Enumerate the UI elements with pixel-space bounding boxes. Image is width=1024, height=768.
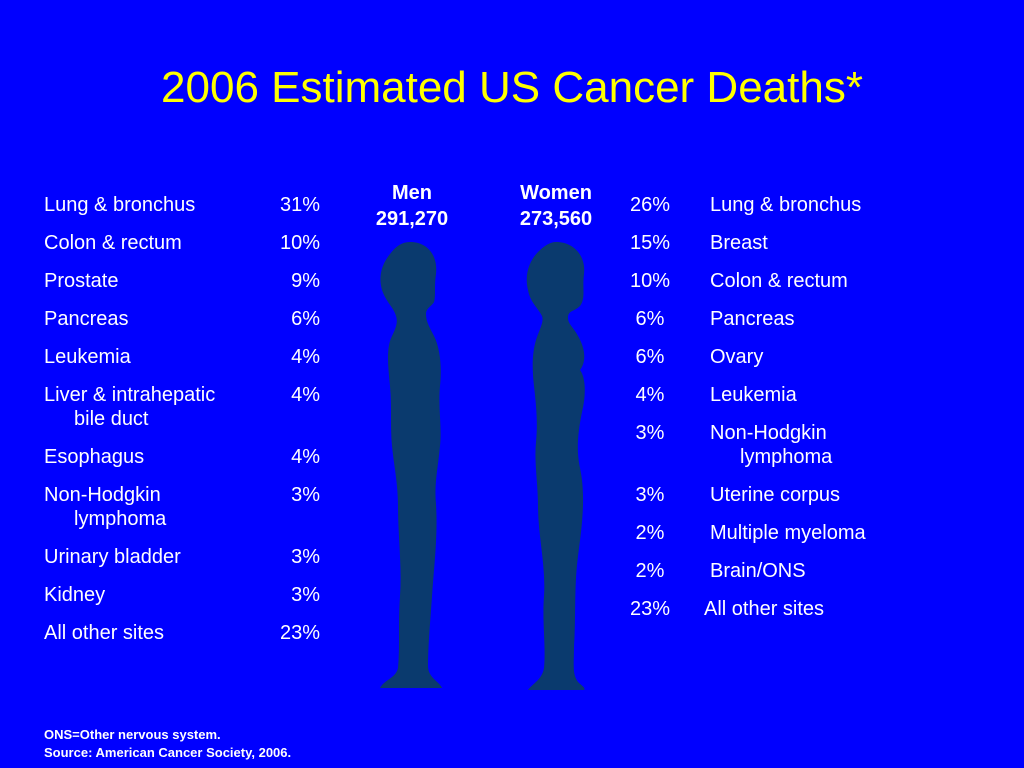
percent-value: 31% <box>279 194 320 216</box>
list-item: Lung & bronchus 31% <box>44 193 324 217</box>
percent-value: 10% <box>629 270 671 292</box>
percent-value: 3% <box>291 584 320 606</box>
site-name-line2: bile duct <box>74 408 149 430</box>
list-item: Kidney 3% <box>44 583 324 607</box>
percent-value: 15% <box>629 232 671 254</box>
list-item: Non-Hodgkin lymphoma 3% <box>44 483 324 531</box>
list-item: 15% Breast <box>622 231 922 255</box>
percent-value: 4% <box>291 446 320 468</box>
list-item: 6% Ovary <box>622 345 922 369</box>
site-name: Liver & intrahepatic bile duct <box>44 383 244 431</box>
site-name: Leukemia <box>710 384 797 406</box>
footnote: ONS=Other nervous system. Source: Americ… <box>44 726 291 762</box>
site-name: Breast <box>710 232 768 254</box>
list-item: 2% Multiple myeloma <box>622 521 922 545</box>
percent-value: 2% <box>635 522 665 544</box>
list-item: Liver & intrahepatic bile duct 4% <box>44 383 324 431</box>
men-header: Men 291,270 <box>356 180 468 232</box>
men-label: Men <box>392 182 432 204</box>
site-name: All other sites <box>704 598 825 620</box>
percent-value: 6% <box>635 346 665 368</box>
site-name: Kidney <box>44 584 106 606</box>
site-name: Lung & bronchus <box>44 194 196 216</box>
female-silhouette-icon <box>526 242 585 690</box>
site-name: Pancreas <box>44 308 129 330</box>
site-name: All other sites <box>44 622 165 644</box>
percent-value: 3% <box>291 546 320 568</box>
list-item: Leukemia 4% <box>44 345 324 369</box>
list-item: 26% Lung & bronchus <box>622 193 922 217</box>
site-name: Leukemia <box>44 346 131 368</box>
site-name-line2: lymphoma <box>740 446 833 468</box>
site-name: Colon & rectum <box>44 232 182 254</box>
percent-value: 4% <box>291 346 320 368</box>
percent-value: 4% <box>635 384 665 406</box>
women-header: Women 273,560 <box>500 180 612 232</box>
women-total: 273,560 <box>519 208 593 230</box>
percent-value: 3% <box>635 484 665 506</box>
site-name-line1: Non-Hodgkin <box>710 422 827 444</box>
list-item: 3% Non-Hodgkin lymphoma <box>622 421 922 469</box>
percent-value: 6% <box>635 308 665 330</box>
percent-value: 6% <box>291 308 320 330</box>
percent-value: 23% <box>279 622 320 644</box>
slide-title: 2006 Estimated US Cancer Deaths* <box>161 63 863 112</box>
list-item: Esophagus 4% <box>44 445 324 469</box>
footnote-abbreviation: ONS=Other nervous system. <box>44 727 221 742</box>
percent-value: 23% <box>629 598 671 620</box>
women-label: Women <box>520 182 592 204</box>
list-item: 2% Brain/ONS <box>622 559 922 583</box>
list-item: All other sites 23% <box>44 621 324 645</box>
list-item: 10% Colon & rectum <box>622 269 922 293</box>
site-name: Uterine corpus <box>710 484 841 506</box>
percent-value: 9% <box>291 270 320 292</box>
men-cancer-list: Lung & bronchus 31% Colon & rectum 10% Pro… <box>44 193 324 659</box>
percent-value: 10% <box>279 232 320 254</box>
site-name: Ovary <box>710 346 764 368</box>
list-item: 23% All other sites <box>622 597 922 621</box>
percent-value: 3% <box>635 422 665 444</box>
site-name: Prostate <box>44 270 119 292</box>
site-name: Pancreas <box>710 308 795 330</box>
site-name-line2: lymphoma <box>74 508 167 530</box>
site-name: Non-Hodgkin lymphoma <box>710 421 920 469</box>
site-name: Colon & rectum <box>710 270 848 292</box>
list-item: Colon & rectum 10% <box>44 231 324 255</box>
list-item: 3% Uterine corpus <box>622 483 922 507</box>
site-name: Multiple myeloma <box>710 522 866 544</box>
site-name: Brain/ONS <box>710 560 806 582</box>
percent-value: 26% <box>629 194 671 216</box>
percent-value: 4% <box>291 384 320 406</box>
list-item: 4% Leukemia <box>622 383 922 407</box>
site-name: Esophagus <box>44 446 145 468</box>
site-name: Lung & bronchus <box>710 194 862 216</box>
footnote-source: Source: American Cancer Society, 2006. <box>44 745 292 760</box>
percent-value: 2% <box>635 560 665 582</box>
list-item: Pancreas 6% <box>44 307 324 331</box>
percent-value: 3% <box>291 484 320 506</box>
list-item: 6% Pancreas <box>622 307 922 331</box>
list-item: Urinary bladder 3% <box>44 545 324 569</box>
site-name-line1: Non-Hodgkin <box>44 484 161 506</box>
site-name: Urinary bladder <box>44 546 181 568</box>
male-silhouette-icon <box>380 242 442 688</box>
list-item: Prostate 9% <box>44 269 324 293</box>
men-total: 291,270 <box>375 208 449 230</box>
women-cancer-list: 26% Lung & bronchus 15% Breast 10% Colon & … <box>622 193 922 635</box>
site-name-line1: Liver & intrahepatic <box>44 384 216 406</box>
site-name: Non-Hodgkin lymphoma <box>44 483 244 531</box>
